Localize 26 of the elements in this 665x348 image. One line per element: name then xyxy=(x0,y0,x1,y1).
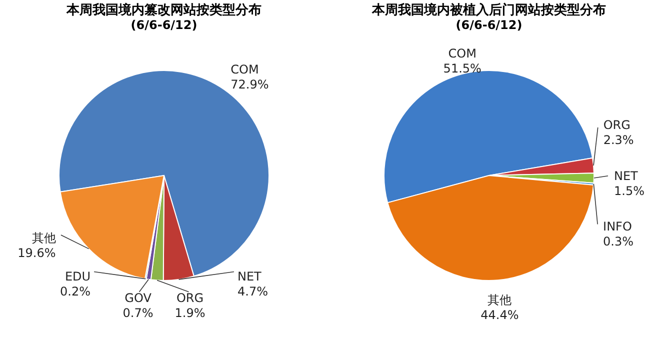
chart-title: 本周我国境内篡改网站按类型分布 xyxy=(66,2,262,18)
slice-label: ORG xyxy=(176,290,204,305)
slice-label: COM xyxy=(448,46,476,60)
data-label: 51.5% xyxy=(443,61,482,76)
slice-label: 其他 xyxy=(488,293,512,308)
data-label: 1.9% xyxy=(174,306,206,320)
slice-label: 其他 xyxy=(32,231,56,246)
data-label: 0.3% xyxy=(603,234,634,249)
slice-label: EDU xyxy=(64,270,91,284)
data-label: 1.5% xyxy=(614,184,644,198)
chart-subtitle: (6/6-6/12) xyxy=(456,18,522,32)
slice-label: ORG xyxy=(603,118,630,132)
data-label: 2.3% xyxy=(603,133,634,148)
slice-label: COM xyxy=(230,62,259,77)
slice-label: NET xyxy=(237,270,262,284)
data-label: 72.9% xyxy=(230,78,269,92)
data-label: 0.2% xyxy=(60,284,91,299)
chart-title: 本周我国境内被植入后门网站按类型分布 xyxy=(371,2,606,18)
chart-subtitle: (6/6-6/12) xyxy=(130,18,198,32)
data-label: 19.6% xyxy=(18,246,56,260)
data-label: 44.4% xyxy=(480,308,519,322)
slice-label: GOV xyxy=(124,290,152,305)
slice-label: NET xyxy=(614,168,639,183)
slice-label: INFO xyxy=(603,220,632,234)
data-label: 4.7% xyxy=(237,284,268,299)
data-label: 0.7% xyxy=(122,306,154,320)
